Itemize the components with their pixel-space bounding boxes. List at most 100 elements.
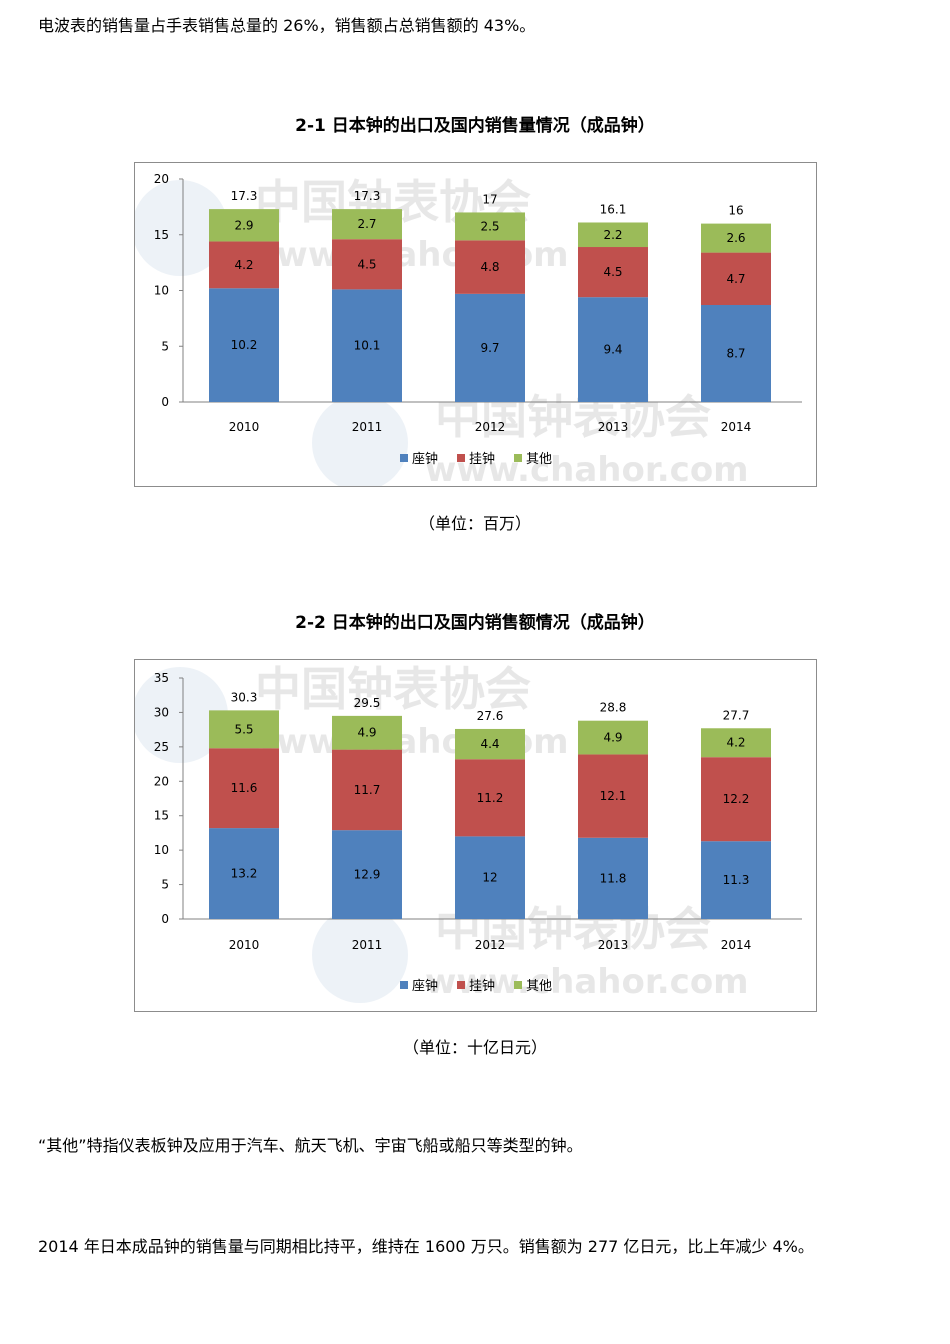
watermark-cn-text: 中国钟表协会 bbox=[255, 662, 531, 716]
chart2-title: 2-2 日本钟的出口及国内销售额情况（成品钟） bbox=[295, 613, 655, 633]
chart1-area: 中国钟表协会 www.chahor.com 中国钟表协会 www.chahor.com… bbox=[134, 162, 817, 487]
x-tick-label: 2011 bbox=[352, 938, 383, 952]
y-tick-label: 25 bbox=[154, 740, 169, 754]
data-label: 4.4 bbox=[480, 737, 499, 751]
chart1-svg: 中国钟表协会www.chahor.com中国钟表协会www.chahor.com… bbox=[135, 172, 802, 486]
data-label: 9.4 bbox=[603, 343, 622, 357]
x-tick-label: 2013 bbox=[598, 938, 629, 952]
data-label: 4.9 bbox=[357, 726, 376, 740]
watermark-logo-icon bbox=[135, 667, 228, 763]
y-tick-label: 20 bbox=[154, 172, 169, 186]
chart1-unit-label: （单位：百万） bbox=[418, 514, 531, 533]
legend-swatch bbox=[457, 981, 465, 989]
legend-label: 座钟 bbox=[412, 978, 438, 994]
total-label: 30.3 bbox=[231, 690, 258, 704]
watermark-logo-icon bbox=[312, 907, 408, 1003]
data-label: 4.8 bbox=[480, 260, 499, 274]
bar-segment bbox=[209, 710, 279, 749]
data-label: 11.7 bbox=[354, 783, 381, 797]
y-tick-label: 0 bbox=[161, 395, 169, 409]
chart1-title: 2-1 日本钟的出口及国内销售量情况（成品钟） bbox=[295, 116, 655, 136]
bar-segment bbox=[332, 289, 402, 402]
bar-segment bbox=[701, 728, 771, 758]
y-tick-label: 5 bbox=[161, 339, 169, 353]
bar-segment bbox=[455, 759, 525, 837]
chart2-svg: 中国钟表协会www.chahor.com中国钟表协会www.chahor.com… bbox=[135, 662, 802, 1003]
chart2-area: 中国钟表协会 www.chahor.com 中国钟表协会 www.chahor.com… bbox=[134, 659, 817, 1012]
bar-segment bbox=[578, 222, 648, 248]
bar-segment bbox=[701, 223, 771, 253]
data-label: 13.2 bbox=[231, 867, 258, 881]
y-tick-label: 5 bbox=[161, 878, 169, 892]
total-label: 16.1 bbox=[600, 202, 627, 216]
bar-segment bbox=[332, 209, 402, 240]
data-label: 12 bbox=[482, 871, 497, 885]
legend: 座钟 挂钟 其他 bbox=[400, 978, 552, 994]
y-tick-label: 10 bbox=[154, 284, 169, 298]
bar-segment bbox=[332, 239, 402, 290]
data-label: 4.7 bbox=[726, 272, 745, 286]
data-label: 10.2 bbox=[231, 338, 258, 352]
data-label: 11.3 bbox=[723, 873, 750, 887]
data-label: 2.2 bbox=[603, 228, 622, 242]
watermark-url-text: www.chahor.com bbox=[425, 962, 749, 1002]
y-tick-label: 20 bbox=[154, 774, 169, 788]
x-tick-label: 2011 bbox=[352, 420, 383, 434]
y-tick-label: 15 bbox=[154, 228, 169, 242]
y-tick-label: 35 bbox=[154, 671, 169, 685]
data-label: 2.9 bbox=[234, 218, 253, 232]
total-label: 29.5 bbox=[354, 696, 381, 710]
data-label: 11.6 bbox=[231, 781, 258, 795]
x-tick-label: 2014 bbox=[721, 420, 752, 434]
bar-segment bbox=[578, 837, 648, 919]
x-tick-label: 2012 bbox=[475, 938, 506, 952]
bar-segment bbox=[209, 288, 279, 402]
data-label: 11.2 bbox=[477, 791, 504, 805]
legend: 座钟 挂钟 其他 bbox=[400, 451, 552, 467]
legend-label: 挂钟 bbox=[469, 451, 495, 467]
bar-segment bbox=[332, 830, 402, 919]
y-tick-label: 0 bbox=[161, 912, 169, 926]
bar-segment bbox=[455, 293, 525, 402]
data-label: 8.7 bbox=[726, 346, 745, 360]
bar-segment bbox=[455, 836, 525, 919]
note-paragraph: “其他”特指仪表板钟及应用于汽车、航天飞机、宇宙飞船或船只等类型的钟。 bbox=[38, 1136, 583, 1155]
watermark-logo-icon bbox=[135, 180, 228, 276]
x-tick-label: 2010 bbox=[229, 420, 260, 434]
bar-segment bbox=[209, 241, 279, 289]
bar-segment bbox=[455, 728, 525, 760]
data-label: 10.1 bbox=[354, 339, 381, 353]
chart2-unit-label: （单位：十亿日元） bbox=[402, 1038, 547, 1057]
bar-segment bbox=[209, 748, 279, 829]
bar-segment bbox=[701, 252, 771, 305]
legend-swatch bbox=[400, 981, 408, 989]
x-tick-label: 2013 bbox=[598, 420, 629, 434]
data-label: 5.5 bbox=[234, 722, 253, 736]
total-label: 16 bbox=[728, 204, 743, 218]
bar-segment bbox=[332, 715, 402, 750]
legend-swatch bbox=[514, 454, 522, 462]
bar-segment bbox=[701, 841, 771, 919]
y-tick-label: 10 bbox=[154, 843, 169, 857]
bar-segment bbox=[701, 304, 771, 402]
data-label: 2.7 bbox=[357, 217, 376, 231]
bar-segment bbox=[332, 749, 402, 831]
data-label: 4.2 bbox=[726, 736, 745, 750]
data-label: 2.6 bbox=[726, 231, 745, 245]
watermark-logo-icon bbox=[312, 395, 408, 486]
total-label: 27.6 bbox=[477, 709, 504, 723]
bar-segment bbox=[578, 247, 648, 298]
data-label: 12.9 bbox=[354, 868, 381, 882]
total-label: 28.8 bbox=[600, 701, 627, 715]
bar-segment bbox=[701, 757, 771, 842]
total-label: 17.3 bbox=[354, 189, 381, 203]
total-label: 27.7 bbox=[723, 708, 750, 722]
watermark-url-text: www.chahor.com bbox=[425, 450, 749, 486]
y-tick-label: 15 bbox=[154, 809, 169, 823]
legend-swatch bbox=[514, 981, 522, 989]
legend-label: 座钟 bbox=[412, 451, 438, 467]
bar-segment bbox=[209, 828, 279, 919]
legend-label: 其他 bbox=[526, 452, 552, 467]
data-label: 4.5 bbox=[603, 265, 622, 279]
legend-swatch bbox=[457, 454, 465, 462]
